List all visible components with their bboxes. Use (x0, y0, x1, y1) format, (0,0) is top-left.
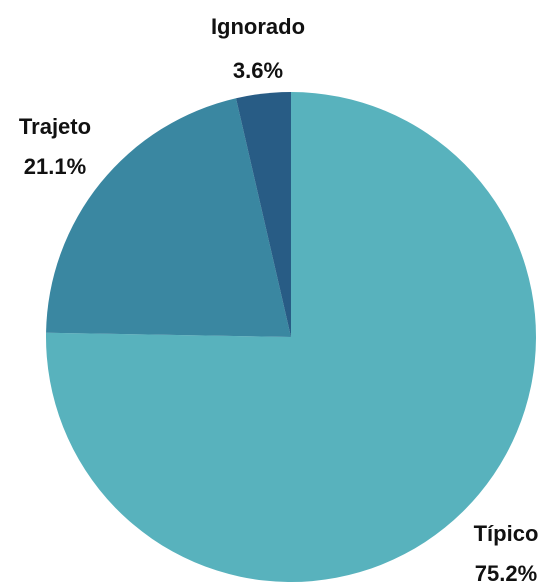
slice-label: Trajeto (19, 114, 91, 139)
pie-slice (45, 92, 536, 582)
slice-value-label: 21.1% (24, 154, 86, 179)
slice-label: Ignorado (211, 14, 305, 39)
slice-value-label: 75.2% (475, 561, 537, 586)
slice-label: Típico (474, 521, 539, 546)
pie-slice (46, 98, 291, 338)
slice-value-label: 3.6% (233, 58, 283, 83)
pie-slice (235, 92, 291, 337)
